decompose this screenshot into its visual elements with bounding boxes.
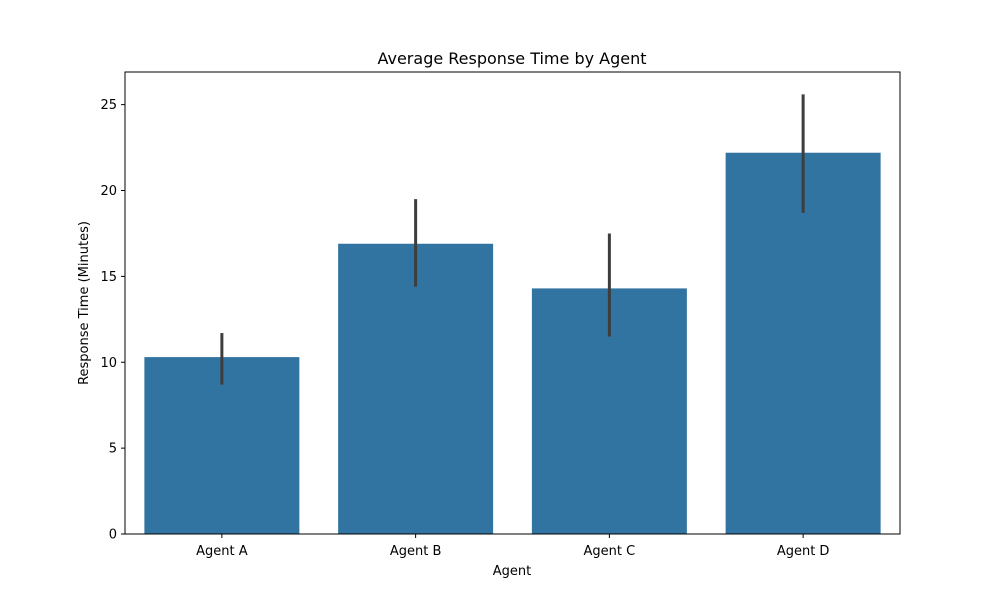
y-tick-label: 20 — [100, 184, 117, 199]
y-tick-label: 10 — [100, 356, 117, 371]
x-axis: Agent A Agent B Agent C Agent D — [196, 534, 829, 559]
bars-layer — [144, 152, 881, 535]
bar — [144, 357, 300, 534]
y-tick-label: 5 — [109, 442, 117, 457]
y-axis-label: Response Time (Minutes) — [77, 221, 92, 385]
bar — [338, 243, 494, 535]
error-bars-layer — [220, 94, 805, 385]
x-axis-label: Agent — [493, 564, 531, 579]
x-tick-label: Agent D — [777, 544, 830, 559]
x-tick-label: Agent A — [196, 544, 248, 559]
y-tick-label: 0 — [109, 528, 117, 543]
x-tick-label: Agent C — [584, 544, 636, 559]
plot-frame — [124, 71, 901, 535]
bar — [725, 152, 881, 534]
y-tick-label: 25 — [100, 98, 117, 113]
chart-title: Average Response Time by Agent — [377, 49, 646, 68]
x-tick-label: Agent B — [390, 544, 442, 559]
y-axis: 0 5 10 15 20 25 — [100, 98, 125, 543]
y-tick-label: 15 — [100, 270, 117, 285]
